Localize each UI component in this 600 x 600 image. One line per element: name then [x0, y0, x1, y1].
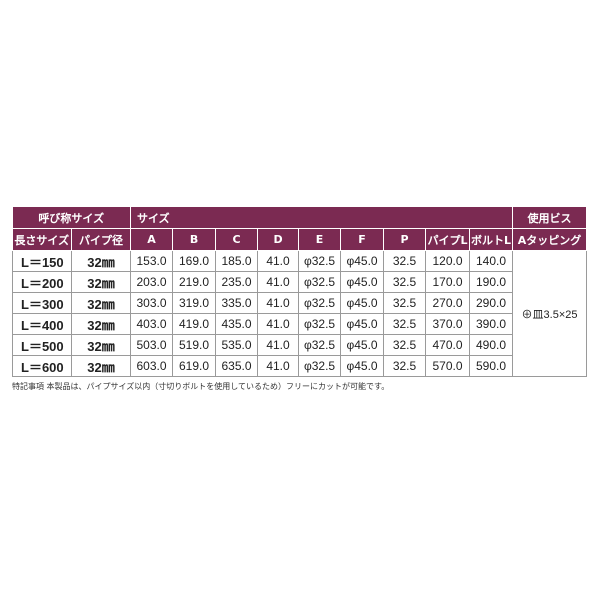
column-header: E [298, 228, 342, 251]
value-cell: 41.0 [257, 292, 300, 314]
value-cell: 470.0 [425, 334, 471, 356]
length-cell: L＝200 [12, 271, 72, 293]
pipe-diameter-cell: 32㎜ [70, 334, 132, 356]
value-cell: φ45.0 [340, 313, 385, 335]
column-header: F [340, 228, 385, 251]
value-cell: φ45.0 [340, 250, 385, 272]
pipe-diameter-cell: 32㎜ [70, 271, 132, 293]
value-cell: 41.0 [257, 313, 300, 335]
value-cell: φ45.0 [340, 271, 385, 293]
length-cell: L＝300 [12, 292, 72, 314]
column-header: P [383, 228, 427, 251]
column-header: Aタッピング [512, 228, 588, 251]
value-cell: φ45.0 [340, 292, 385, 314]
value-cell: 370.0 [425, 313, 471, 335]
value-cell: 219.0 [172, 271, 217, 293]
value-cell: 235.0 [215, 271, 259, 293]
value-cell: 535.0 [215, 334, 259, 356]
value-cell: 319.0 [172, 292, 217, 314]
value-cell: 519.0 [172, 334, 217, 356]
spec-table: 呼び称サイズ サイズ 使用ビス 長さサイズ パイプ径 A B C D E F P パイプL ボルトL… [12, 207, 588, 377]
value-cell: 120.0 [425, 250, 471, 272]
screw-cell: ⊕皿3.5×25 [512, 250, 588, 377]
value-cell: 32.5 [383, 292, 427, 314]
value-cell: φ32.5 [298, 334, 342, 356]
value-cell: 185.0 [215, 250, 259, 272]
value-cell: 390.0 [469, 313, 514, 335]
value-cell: 32.5 [383, 250, 427, 272]
table-row: L＝500 32㎜ 503.0 519.0 535.0 41.0 φ32.5 φ45.0 32.… [12, 334, 587, 356]
column-header: ボルトL [469, 228, 514, 251]
value-cell: φ32.5 [298, 313, 342, 335]
value-cell: 32.5 [383, 334, 427, 356]
value-cell: 41.0 [257, 355, 300, 377]
column-header: B [172, 228, 217, 251]
value-cell: φ32.5 [298, 355, 342, 377]
column-header: D [257, 228, 300, 251]
value-cell: 190.0 [469, 271, 514, 293]
column-header: A [130, 228, 174, 251]
value-cell: φ32.5 [298, 271, 342, 293]
value-cell: 570.0 [425, 355, 471, 377]
value-cell: 32.5 [383, 313, 427, 335]
column-header: C [215, 228, 259, 251]
value-cell: 503.0 [130, 334, 174, 356]
value-cell: 603.0 [130, 355, 174, 377]
value-cell: 170.0 [425, 271, 471, 293]
value-cell: 140.0 [469, 250, 514, 272]
pipe-diameter-cell: 32㎜ [70, 250, 132, 272]
column-header: パイプL [425, 228, 471, 251]
column-header: 長さサイズ [12, 228, 72, 251]
pipe-diameter-cell: 32㎜ [70, 313, 132, 335]
value-cell: 32.5 [383, 355, 427, 377]
pipe-diameter-cell: 32㎜ [70, 355, 132, 377]
value-cell: 41.0 [257, 271, 300, 293]
value-cell: φ32.5 [298, 250, 342, 272]
header-nominal-size: 呼び称サイズ [12, 207, 132, 229]
value-cell: 490.0 [469, 334, 514, 356]
note: 特記事項 本製品は、パイプサイズ以内（寸切りボルトを使用しているため）フリーにカ… [12, 382, 390, 391]
value-cell: 303.0 [130, 292, 174, 314]
value-cell: 153.0 [130, 250, 174, 272]
value-cell: 290.0 [469, 292, 514, 314]
value-cell: 41.0 [257, 250, 300, 272]
value-cell: 403.0 [130, 313, 174, 335]
value-cell: 435.0 [215, 313, 259, 335]
value-cell: 635.0 [215, 355, 259, 377]
value-cell: 419.0 [172, 313, 217, 335]
value-cell: 270.0 [425, 292, 471, 314]
table-row: L＝400 32㎜ 403.0 419.0 435.0 41.0 φ32.5 φ45.0 32.… [12, 313, 587, 335]
table-row: L＝200 32㎜ 203.0 219.0 235.0 41.0 φ32.5 φ45.0 32.… [12, 271, 587, 293]
value-cell: φ45.0 [340, 355, 385, 377]
header-size: サイズ [130, 207, 514, 229]
value-cell: φ45.0 [340, 334, 385, 356]
length-cell: L＝600 [12, 355, 72, 377]
length-cell: L＝500 [12, 334, 72, 356]
value-cell: φ32.5 [298, 292, 342, 314]
pipe-diameter-cell: 32㎜ [70, 292, 132, 314]
value-cell: 41.0 [257, 334, 300, 356]
value-cell: 619.0 [172, 355, 217, 377]
table-row: L＝300 32㎜ 303.0 319.0 335.0 41.0 φ32.5 φ45.0 32.… [12, 292, 587, 314]
table-row: L＝600 32㎜ 603.0 619.0 635.0 41.0 φ32.5 φ45.0 32.… [12, 355, 587, 377]
value-cell: 203.0 [130, 271, 174, 293]
header-screw: 使用ビス [512, 207, 588, 229]
length-cell: L＝400 [12, 313, 72, 335]
length-cell: L＝150 [12, 250, 72, 272]
value-cell: 169.0 [172, 250, 217, 272]
value-cell: 590.0 [469, 355, 514, 377]
column-header: パイプ径 [71, 228, 132, 251]
value-cell: 335.0 [215, 292, 259, 314]
value-cell: 32.5 [383, 271, 427, 293]
table-row: L＝150 32㎜ 153.0 169.0 185.0 41.0 φ32.5 φ45.0 32.… [12, 250, 588, 377]
